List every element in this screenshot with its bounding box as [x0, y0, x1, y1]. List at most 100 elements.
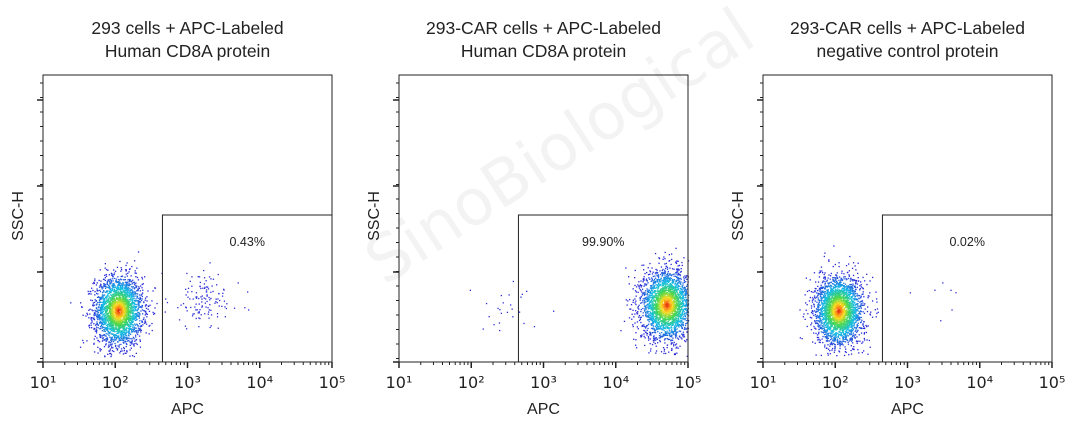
data-point: [644, 330, 645, 331]
data-point: [99, 287, 100, 288]
data-point: [115, 331, 116, 332]
data-point: [660, 319, 661, 320]
data-point: [155, 288, 156, 289]
data-point: [668, 319, 669, 320]
data-point: [620, 330, 621, 331]
data-point: [142, 290, 143, 291]
data-point: [643, 333, 644, 334]
data-point: [122, 338, 123, 339]
data-point: [674, 329, 675, 330]
data-point: [655, 253, 656, 254]
data-point: [680, 320, 681, 321]
data-point: [131, 275, 132, 276]
data-point: [99, 341, 100, 342]
data-point: [633, 316, 634, 317]
data-point: [94, 351, 95, 352]
data-point: [677, 332, 678, 333]
data-point: [142, 292, 143, 293]
data-point: [100, 328, 101, 329]
data-point: [141, 277, 142, 278]
data-point: [685, 312, 686, 313]
data-point: [94, 302, 95, 303]
data-point: [113, 341, 114, 342]
data-point: [658, 263, 659, 264]
data-point: [647, 293, 648, 294]
data-point: [89, 313, 90, 314]
data-point: [144, 276, 145, 277]
data-point: [135, 285, 136, 286]
data-point: [141, 298, 142, 299]
data-point: [129, 279, 130, 280]
data-point: [109, 274, 110, 275]
data-point: [663, 347, 664, 348]
data-point: [686, 320, 687, 321]
data-point: [186, 328, 187, 329]
data-point: [683, 257, 684, 258]
data-point: [90, 300, 91, 301]
data-point: [96, 284, 97, 285]
data-point: [664, 263, 665, 264]
data-point: [222, 293, 223, 294]
data-point: [139, 314, 140, 315]
data-point: [669, 254, 670, 255]
data-point: [134, 298, 135, 299]
data-point: [674, 279, 675, 280]
data-point: [132, 340, 133, 341]
data-point: [651, 295, 652, 296]
data-point: [681, 323, 682, 324]
data-point: [659, 337, 660, 338]
data-point: [114, 285, 115, 286]
data-point: [634, 313, 635, 314]
data-point: [677, 272, 678, 273]
data-point: [100, 335, 101, 336]
data-point: [145, 300, 146, 301]
data-point: [679, 290, 680, 291]
data-point: [216, 299, 217, 300]
data-point: [663, 328, 664, 329]
data-point: [121, 269, 122, 270]
x-tick-label: 10³: [174, 373, 201, 392]
data-point: [666, 263, 667, 264]
data-point: [191, 286, 192, 287]
data-point: [643, 281, 644, 282]
data-point: [109, 350, 110, 351]
data-point: [653, 335, 654, 336]
data-point: [96, 308, 97, 309]
data-point: [648, 324, 649, 325]
data-point: [91, 288, 92, 289]
data-point: [638, 317, 639, 318]
data-point: [112, 278, 113, 279]
data-point: [111, 345, 112, 346]
data-point: [209, 276, 210, 277]
data-point: [646, 284, 647, 285]
chart-title-line: Human CD8A protein: [461, 41, 626, 61]
data-point: [648, 315, 649, 316]
data-point: [640, 298, 641, 299]
data-point: [677, 309, 678, 310]
data-point: [103, 290, 104, 291]
data-point: [672, 313, 673, 314]
data-point: [136, 328, 137, 329]
data-point: [132, 355, 133, 356]
data-point: [189, 298, 190, 299]
data-point: [656, 315, 657, 316]
data-point: [648, 292, 649, 293]
data-point: [132, 308, 133, 309]
data-point: [664, 334, 665, 335]
data-point: [126, 270, 127, 271]
data-point: [145, 319, 146, 320]
data-point: [149, 326, 150, 327]
data-point: [671, 349, 672, 350]
data-point: [114, 339, 115, 340]
data-point: [647, 294, 648, 295]
data-point: [652, 317, 653, 318]
data-point: [93, 317, 94, 318]
data-point: [92, 310, 93, 311]
data-point: [644, 300, 645, 301]
data-point: [672, 320, 673, 321]
data-point: [645, 308, 646, 309]
data-point: [216, 284, 217, 285]
data-point: [128, 293, 129, 294]
